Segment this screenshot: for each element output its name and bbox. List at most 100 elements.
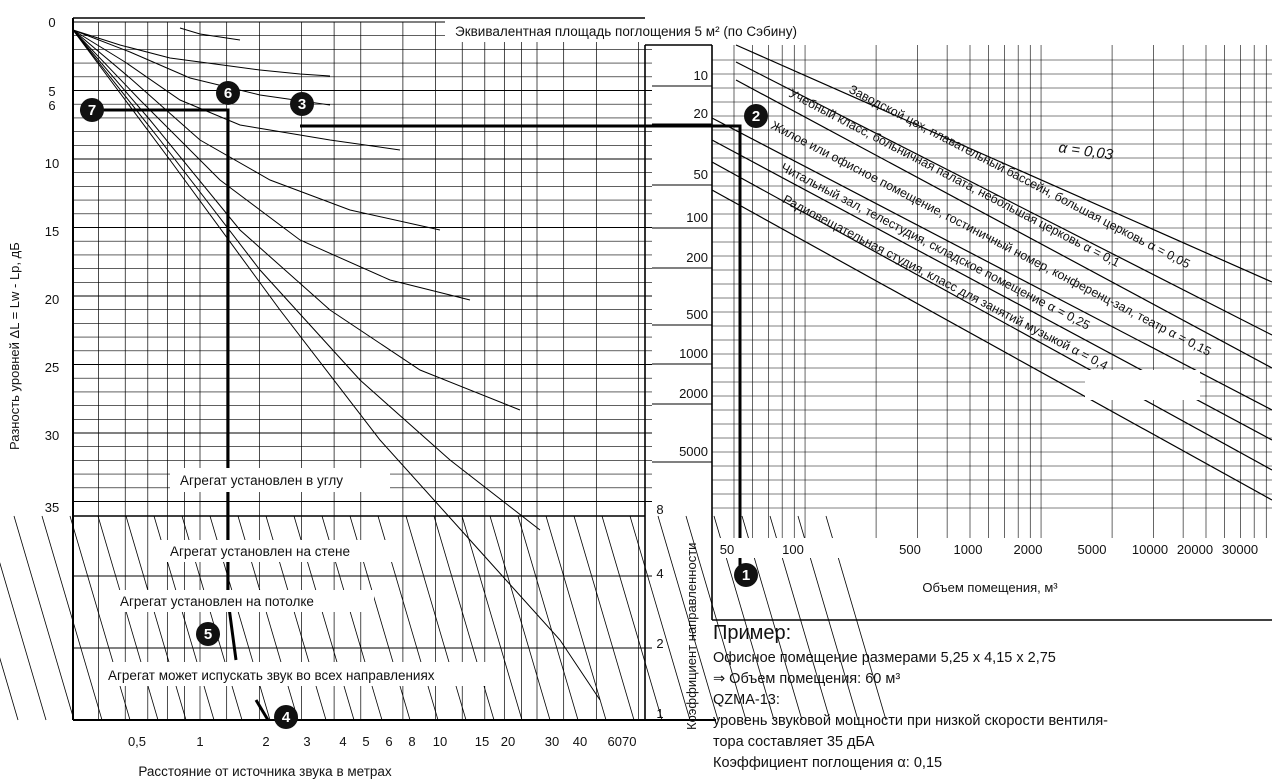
path-4	[254, 699, 270, 721]
bottom-axis-title: Расстояние от источника звука в метрах	[138, 764, 392, 779]
hatch-line	[489, 515, 551, 721]
left-tick-0: 0	[48, 15, 55, 30]
left-tick-5: 5	[48, 84, 55, 99]
hatch-line	[13, 515, 75, 721]
bottom-tick: 4	[339, 734, 346, 749]
path-6-to-5	[80, 108, 238, 661]
area-tick: 200	[686, 250, 708, 265]
hatch-line	[405, 515, 467, 721]
directivity-tick: 1	[656, 706, 663, 721]
left-tick-25: 25	[45, 360, 59, 375]
hatch-line	[629, 515, 691, 721]
attenuation-curve	[72, 29, 401, 151]
room-line	[735, 61, 1272, 336]
step-markers: 1 2 3 4 5 6 7	[80, 81, 768, 729]
label-gap	[1085, 370, 1200, 400]
marker-5	[196, 622, 220, 646]
example-heading: Пример:	[713, 622, 792, 644]
example-line-5: тора составляет 35 дБА	[713, 734, 875, 750]
attenuation-curve	[72, 29, 541, 531]
placement-label-4: Агрегат может испускать звук во всех нап…	[108, 668, 435, 683]
directivity-tick: 8	[656, 502, 663, 517]
placement-label-2: Агрегат установлен на стене	[170, 544, 350, 559]
area-tick: 1000	[679, 346, 708, 361]
hatch-line	[461, 515, 523, 721]
hatch-line	[545, 515, 607, 721]
room-line	[711, 117, 1272, 411]
bottom-tick: 30	[545, 734, 559, 749]
marker-4-label: 4	[282, 709, 291, 726]
marker-2-label: 2	[752, 108, 760, 125]
bottom-tick: 40	[573, 734, 587, 749]
example-line-1: Офисное помещение размерами 5,25 x 4,15 …	[713, 650, 1056, 666]
label-bg	[112, 590, 374, 612]
placement-label-3: Агрегат установлен на потолке	[120, 594, 314, 609]
example-line-3: QZMA-13:	[713, 692, 780, 708]
room-line	[735, 79, 1272, 369]
volume-tick: 20000	[1177, 542, 1213, 557]
marker-7	[80, 98, 104, 122]
example-line-6: Коэффициент поглощения α: 0,15	[713, 755, 943, 771]
path-3-to-1	[300, 124, 742, 573]
bottom-tick: 10	[433, 734, 447, 749]
attenuation-curve	[259, 69, 331, 77]
marker-6-label: 6	[224, 85, 232, 102]
room-line	[711, 161, 1272, 471]
attenuation-curve	[72, 29, 261, 71]
bottom-tick: 3	[303, 734, 310, 749]
room-line-label-1: Заводской цех, плавательный бассейн, бол…	[847, 82, 1193, 271]
attenuation-curve	[179, 27, 241, 41]
area-tick: 20	[694, 106, 708, 121]
left-tick-20: 20	[45, 292, 59, 307]
room-diagonals	[711, 44, 1272, 501]
bottom-tick: 15	[475, 734, 489, 749]
volume-tick: 500	[899, 542, 921, 557]
attenuation-curve	[72, 29, 471, 301]
label-bg	[158, 540, 394, 562]
room-line	[735, 44, 1272, 283]
volume-bg	[718, 538, 1272, 558]
area-tick: 10	[694, 68, 708, 83]
bottom-tick: 8	[408, 734, 415, 749]
marker-5-label: 5	[204, 626, 212, 643]
hatch-line	[97, 515, 159, 721]
caption-bg	[445, 20, 905, 42]
volume-tick: 1000	[954, 542, 983, 557]
room-line	[711, 189, 1272, 501]
directivity-tick: 2	[656, 636, 663, 651]
left-tick-35: 35	[45, 500, 59, 515]
left-tick-15: 15	[45, 224, 59, 239]
top-caption: Эквивалентная площадь поглощения 5 м² (п…	[455, 24, 797, 39]
attenuation-curves	[72, 27, 601, 701]
marker-1	[734, 563, 758, 587]
marker-1-label: 1	[742, 567, 750, 584]
volume-tick: 10000	[1132, 542, 1168, 557]
alpha-label: α = 0,03	[1057, 139, 1114, 164]
marker-3	[290, 92, 314, 116]
attenuation-curve	[72, 29, 441, 231]
marker-6	[216, 81, 240, 105]
volume-tick: 2000	[1014, 542, 1043, 557]
left-tick-10: 10	[45, 156, 59, 171]
bottom-tick: 1	[196, 734, 203, 749]
marker-7-label: 7	[88, 102, 96, 119]
hatch-line	[517, 515, 579, 721]
example-path	[80, 108, 742, 721]
hatch-line	[69, 515, 131, 721]
room-line-label-2: Учебный класс, больничная палата, неболь…	[787, 86, 1123, 270]
hatch-line	[0, 657, 19, 721]
hatch-line	[657, 515, 719, 721]
hatch-line	[601, 515, 663, 721]
area-tick: 100	[686, 210, 708, 225]
bottom-tick: 6	[385, 734, 392, 749]
area-tick: 2000	[679, 386, 708, 401]
attenuation-curve	[72, 29, 331, 106]
bottom-tick: 5	[362, 734, 369, 749]
bottom-tick: 0,5	[128, 734, 146, 749]
attenuation-curve	[72, 29, 521, 411]
left-axis-title: Разность уровней ΔL = Lw - Lp, дБ	[7, 242, 22, 450]
hatch-line	[573, 515, 635, 721]
placement-label-1: Агрегат установлен в углу	[180, 473, 343, 488]
attenuation-curve	[72, 29, 601, 701]
bottom-tick: 6070	[608, 734, 637, 749]
